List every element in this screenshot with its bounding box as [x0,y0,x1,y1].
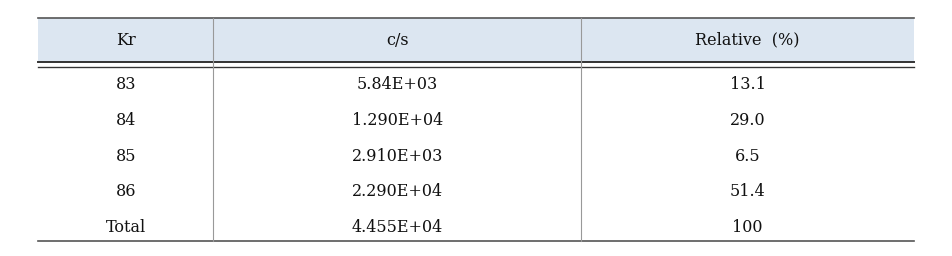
Text: 13.1: 13.1 [729,76,765,93]
Text: c/s: c/s [386,32,408,49]
Text: 86: 86 [115,183,136,200]
Text: Relative  (%): Relative (%) [695,32,800,49]
Text: Kr: Kr [116,32,135,49]
Text: 29.0: 29.0 [729,112,765,129]
Bar [38,18,914,62]
Text: 51.4: 51.4 [729,183,765,200]
Text: 2.290E+04: 2.290E+04 [351,183,443,200]
Text: 2.910E+03: 2.910E+03 [351,148,443,165]
Text: 84: 84 [115,112,136,129]
Text: 1.290E+04: 1.290E+04 [351,112,443,129]
Text: 6.5: 6.5 [735,148,761,165]
Text: 4.455E+04: 4.455E+04 [351,219,443,236]
Text: 83: 83 [115,76,136,93]
Text: 5.84E+03: 5.84E+03 [357,76,438,93]
Text: Total: Total [106,219,146,236]
Text: 85: 85 [115,148,136,165]
Text: 100: 100 [732,219,763,236]
